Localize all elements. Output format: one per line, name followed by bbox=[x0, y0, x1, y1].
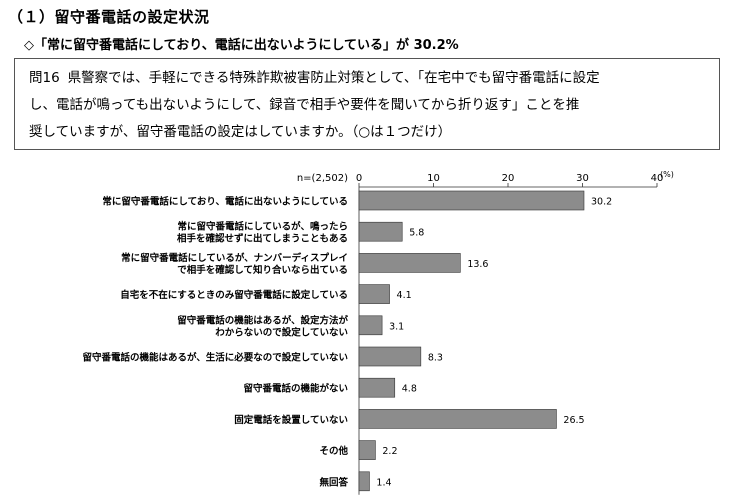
value-label: 4.8 bbox=[402, 384, 417, 395]
unit-label: (%) bbox=[660, 170, 674, 179]
x-tick-label: 40 bbox=[651, 173, 664, 184]
category-label: 常に留守番電話にしているが、鳴ったら bbox=[177, 221, 348, 233]
question-text-1: 県警察では、手軽にできる特殊詐欺被害防止対策として、「在宅中でも留守番電話に設定 bbox=[67, 70, 600, 86]
value-label: 30.2 bbox=[591, 197, 612, 208]
category-label: 留守番電話の機能はあるが、設定方法が bbox=[177, 314, 348, 326]
x-tick-label: 20 bbox=[502, 173, 515, 184]
question-box: 問16 県警察では、手軽にできる特殊詐欺被害防止対策として、「在宅中でも留守番電話… bbox=[14, 58, 720, 150]
category-label: 固定電話を設置していない bbox=[234, 414, 348, 426]
x-tick-label: 0 bbox=[356, 173, 362, 184]
question-number: 問16 bbox=[29, 70, 60, 86]
bar-2 bbox=[358, 253, 461, 273]
bar-3 bbox=[358, 284, 390, 304]
category-label: 留守番電話の機能はあるが、生活に必要なので設定していない bbox=[82, 352, 348, 364]
category-label: 自宅を不在にするときのみ留守番電話に設定している bbox=[120, 289, 348, 301]
bar-1 bbox=[358, 221, 403, 242]
question-line-2: し、電話が鳴っても出ないようにして、録音で相手や要件を聞いてから折り返す」ことを… bbox=[29, 97, 580, 113]
category-label: 留守番電話の機能がない bbox=[243, 383, 348, 395]
value-label: 5.8 bbox=[409, 228, 424, 239]
value-label: 1.4 bbox=[376, 477, 391, 488]
value-label: 3.1 bbox=[389, 321, 404, 332]
x-tick-label: 10 bbox=[427, 173, 440, 184]
bar-5 bbox=[358, 346, 422, 367]
bar-7 bbox=[358, 409, 557, 429]
question-line-1: 問16 県警察では、手軽にできる特殊詐欺被害防止対策として、「在宅中でも留守番電話… bbox=[29, 65, 707, 92]
category-label: わからないので設定していない bbox=[215, 326, 348, 338]
bar-8 bbox=[358, 440, 376, 460]
category-label: で相手を確認して知り合いなら出ている bbox=[177, 264, 348, 276]
bar-4 bbox=[358, 315, 383, 336]
bar-9 bbox=[358, 471, 370, 492]
bar-0 bbox=[358, 190, 585, 211]
bar-6 bbox=[358, 377, 396, 398]
category-label: その他 bbox=[319, 445, 348, 457]
category-label: 無回答 bbox=[319, 476, 348, 488]
category-label: 相手を確認せずに出てしまうこともある bbox=[177, 233, 348, 245]
category-label: 常に留守番電話にしており、電話に出ないようにしている bbox=[102, 196, 348, 208]
sample-size-label: n=(2,502) bbox=[297, 173, 348, 184]
value-label: 26.5 bbox=[563, 415, 584, 426]
value-label: 13.6 bbox=[467, 259, 488, 270]
category-label: 常に留守番電話にしているが、ナンバーディスプレイ bbox=[121, 252, 348, 264]
value-label: 2.2 bbox=[382, 446, 397, 457]
summary-text: ◇「常に留守番電話にしており、電話に出ないようにしている」が 30.2% bbox=[24, 38, 459, 53]
value-label: 4.1 bbox=[397, 290, 412, 301]
section-title: （１）留守番電話の設定状況 bbox=[8, 8, 210, 26]
value-label: 8.3 bbox=[428, 353, 443, 364]
question-line-3: 奨していますが、留守番電話の設定はしていますか。（○は１つだけ） bbox=[29, 124, 452, 140]
x-tick-label: 30 bbox=[576, 173, 589, 184]
